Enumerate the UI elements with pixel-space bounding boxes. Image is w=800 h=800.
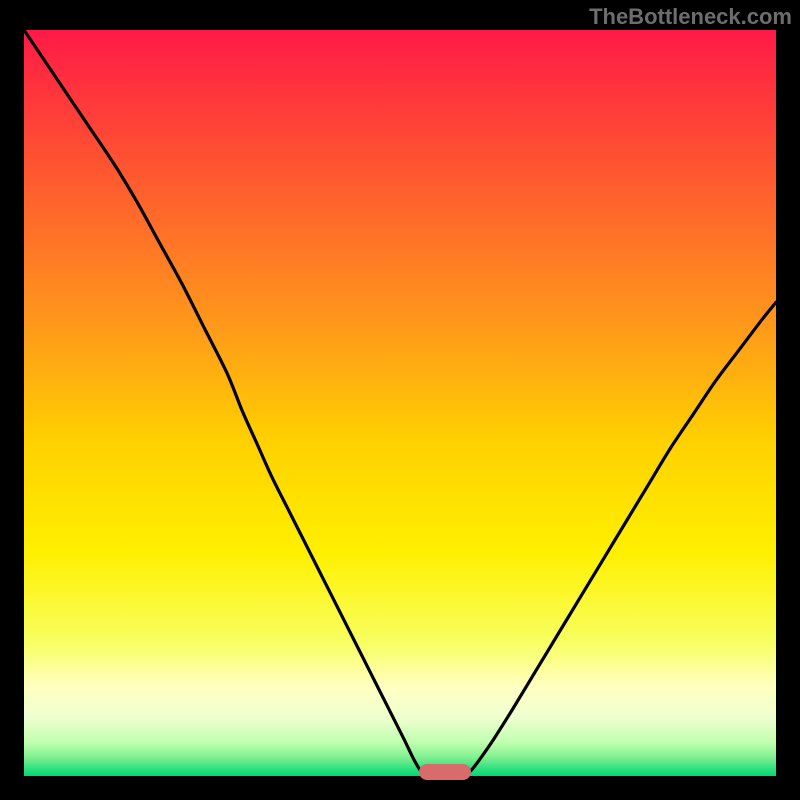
plot-background xyxy=(24,30,776,776)
bottleneck-marker xyxy=(419,764,472,780)
chart-frame: TheBottleneck.com xyxy=(0,0,800,800)
watermark-text: TheBottleneck.com xyxy=(589,4,792,30)
plot-area xyxy=(24,30,776,776)
plot-svg xyxy=(24,30,776,776)
